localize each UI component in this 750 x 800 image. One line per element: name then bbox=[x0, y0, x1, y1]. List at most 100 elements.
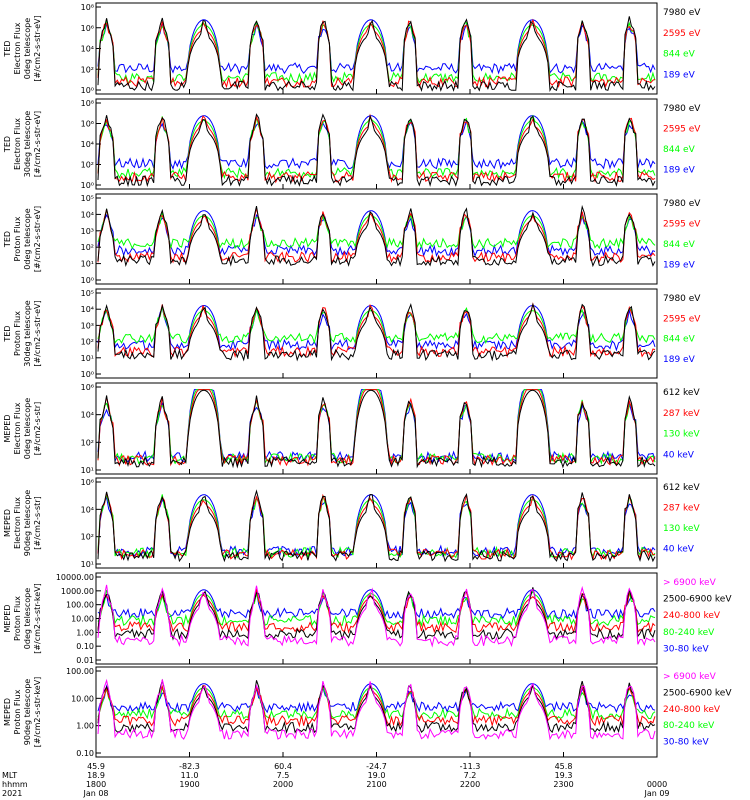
x-tick-label: 1900 bbox=[179, 780, 199, 789]
legend-entry: 612 keV bbox=[663, 483, 700, 493]
y-axis-label-line: [#/cm2-s-str-eV] bbox=[33, 111, 42, 177]
legend-entry: 30-80 keV bbox=[663, 644, 709, 654]
y-axis-label-line: 0deg telescope bbox=[23, 18, 32, 79]
y-tick-label: 10⁴ bbox=[81, 505, 94, 514]
y-axis-label-line: 90deg telescope bbox=[23, 490, 32, 557]
legend-entry: 844 eV bbox=[663, 335, 696, 345]
y-axis-label-line: 30deg telescope bbox=[23, 300, 32, 367]
y-tick-label: 1000.00 bbox=[61, 587, 94, 596]
series-trace bbox=[97, 204, 656, 268]
y-axis-label-line: [#/cm2-s-str-eV] bbox=[33, 300, 42, 366]
series-trace bbox=[97, 489, 656, 563]
y-tick-label: 10³ bbox=[81, 227, 94, 236]
y-axis-label-line: Proton Flux bbox=[13, 689, 22, 734]
y-tick-label: 10⁴ bbox=[81, 140, 94, 149]
y-tick-label: 10⁰ bbox=[81, 370, 94, 379]
y-tick-label: 10.00 bbox=[71, 615, 94, 624]
y-axis-label: TED Electron Flux 30deg telescope [#/cm2-s-… bbox=[3, 111, 42, 178]
x-tick-label: 45.9 bbox=[87, 762, 105, 771]
series-trace bbox=[97, 208, 656, 250]
y-axis-label: TED Electron Flux 0deg telescope [#/cm2-s-s… bbox=[3, 15, 42, 81]
y-tick-label: 10.00 bbox=[71, 694, 94, 703]
y-tick-label: 1.00 bbox=[76, 628, 94, 637]
x-tick-label: 7.2 bbox=[464, 771, 477, 780]
y-tick-label: 10⁴ bbox=[81, 305, 94, 314]
x-tick-label: 0000 bbox=[647, 780, 667, 789]
series-trace bbox=[97, 494, 656, 558]
series-trace bbox=[97, 208, 656, 264]
y-axis-label-line: [#/cm2-s-str-eV] bbox=[33, 15, 42, 81]
y-tick-label: 10⁶ bbox=[81, 120, 94, 129]
y-axis-label: MEPED Electron Flux 0deg telescope [#/cm2-s… bbox=[3, 398, 42, 459]
legend-entry: 2500-6900 keV bbox=[663, 595, 732, 605]
series-trace bbox=[97, 589, 656, 628]
y-tick-label: 10⁴ bbox=[81, 210, 94, 219]
y-tick-label: 0.01 bbox=[76, 656, 94, 665]
series-trace bbox=[97, 113, 656, 184]
y-tick-label: 10⁶ bbox=[81, 478, 94, 487]
x-tick-label: 7.5 bbox=[277, 771, 290, 780]
legend-entry: 40 keV bbox=[663, 545, 695, 555]
y-axis-label-line: 0deg telescope bbox=[23, 398, 32, 459]
y-tick-label: 10⁵ bbox=[81, 289, 94, 298]
legend-entry: 2595 eV bbox=[663, 314, 701, 324]
series-trace bbox=[97, 114, 656, 180]
y-axis-label-line: Electron Flux bbox=[13, 497, 22, 549]
series-trace bbox=[97, 683, 656, 714]
y-axis-label-line: TED bbox=[3, 136, 12, 153]
series-trace bbox=[97, 389, 656, 469]
x-row-label: hhmm bbox=[2, 780, 28, 789]
series-trace bbox=[97, 302, 656, 359]
legend-entry: 2595 eV bbox=[663, 220, 701, 230]
x-row-label: MLT bbox=[2, 771, 17, 780]
x-tick-label: 11.0 bbox=[181, 771, 199, 780]
legend-entry: 30-80 keV bbox=[663, 738, 709, 748]
x-tick-label: 2200 bbox=[460, 780, 480, 789]
x-tick-label: 19.3 bbox=[555, 771, 573, 780]
y-axis-label-line: 0deg telescope bbox=[23, 208, 32, 269]
y-axis-label-line: Electron Flux bbox=[13, 22, 22, 74]
panel-5: 10⁶ 10⁴ 10² 10¹ MEPED Electron Flux 0deg teles… bbox=[3, 382, 700, 475]
y-axis-label: MEPED Proton Flux 0deg telescope [#/cm2-s-s… bbox=[3, 583, 42, 654]
panel-frame bbox=[95, 572, 658, 665]
legend-entry: 287 keV bbox=[663, 504, 700, 514]
panel-4: 10⁵ 10⁴ 10³ 10² 10¹ 10⁰ TED Proton Flux 30deg te… bbox=[3, 288, 701, 379]
y-axis-label: TED Proton Flux 0deg telescope [#/cm2-s-str… bbox=[3, 206, 42, 272]
y-tick-label: 10000.00 bbox=[56, 573, 94, 582]
y-tick-label: 10² bbox=[81, 65, 94, 74]
y-tick-label: 10⁵ bbox=[81, 194, 94, 203]
legend-entry: > 6900 keV bbox=[663, 578, 717, 588]
y-axis-label: MEPED Electron Flux 90deg telescope [#/cm2-… bbox=[3, 490, 42, 557]
y-tick-label: 10⁰ bbox=[81, 86, 94, 95]
series-trace bbox=[97, 678, 656, 741]
y-tick-label: 0.10 bbox=[76, 642, 94, 651]
y-axis-label-line: TED bbox=[3, 40, 12, 57]
y-axis-label-line: Proton Flux bbox=[13, 311, 22, 356]
panel-8: 100.00 10.00 1.00 0.10 MEPED Proton Flux 90deg… bbox=[3, 666, 732, 758]
y-tick-label: 10⁴ bbox=[81, 411, 94, 420]
series-trace bbox=[97, 389, 656, 464]
y-axis-label: MEPED Proton Flux 90deg telescope [#/cm2-s-… bbox=[3, 677, 42, 748]
x-row-label: 2021 bbox=[2, 789, 22, 798]
panel-1: 10⁸ 10⁶ 10⁴ 10² 10⁰ TED Electron Flux 0deg tele… bbox=[3, 2, 701, 95]
panel-7: 10000.00 1000.00 100.00 10.00 1.00 0.10 0.01 ME… bbox=[3, 572, 732, 665]
y-axis-label-line: [#/cm2-s-str-keV] bbox=[33, 583, 42, 654]
legend-entry: 130 keV bbox=[663, 430, 700, 440]
y-axis-label-line: [#/cm2-s-str] bbox=[33, 402, 42, 455]
x-tick-label: 60.4 bbox=[274, 762, 292, 771]
y-axis-label-line: Electron Flux bbox=[13, 118, 22, 170]
y-tick-label: 1.00 bbox=[76, 722, 94, 731]
series-trace bbox=[97, 684, 656, 728]
y-tick-label: 10¹ bbox=[81, 560, 94, 569]
series-trace bbox=[97, 389, 656, 467]
panel-frame bbox=[95, 193, 658, 285]
y-tick-label: 10² bbox=[81, 533, 94, 542]
legend-entry: 189 eV bbox=[663, 70, 696, 80]
y-tick-label: 10⁶ bbox=[81, 24, 94, 33]
legend-entry: 7980 eV bbox=[663, 104, 701, 114]
series-trace bbox=[97, 304, 656, 352]
x-tick-label: 2300 bbox=[553, 780, 573, 789]
y-tick-label: 10¹ bbox=[81, 354, 94, 363]
series-trace bbox=[97, 389, 656, 465]
